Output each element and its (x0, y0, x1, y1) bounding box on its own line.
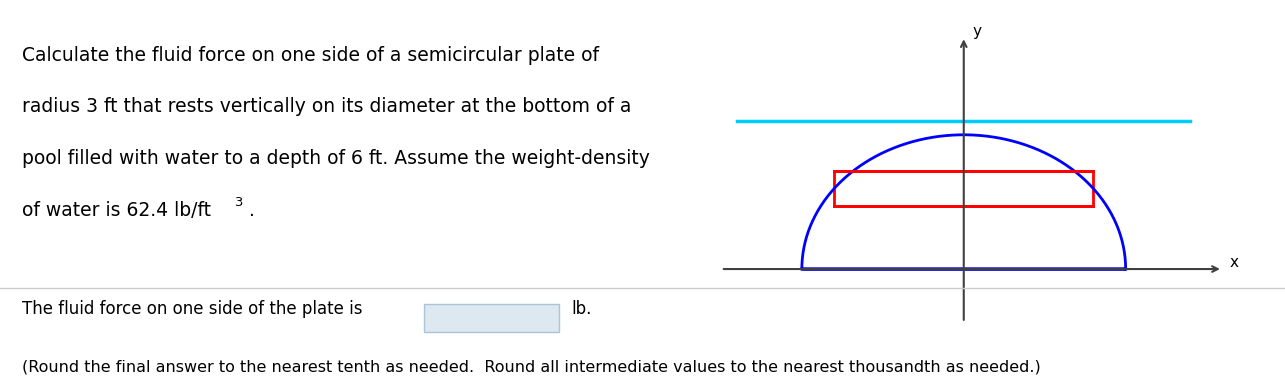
Text: y: y (973, 24, 982, 39)
Bar (834, 171, 1094, 206)
Text: The fluid force on one side of the plate is: The fluid force on one side of the plate… (22, 300, 362, 318)
Text: (Round the final answer to the nearest tenth as needed.  Round all intermediate : (Round the final answer to the nearest t… (22, 359, 1041, 374)
Text: x: x (1228, 255, 1239, 270)
Text: of water is 62.4 lb/ft: of water is 62.4 lb/ft (22, 201, 211, 220)
Text: pool filled with water to a depth of 6 ft. Assume the weight-density: pool filled with water to a depth of 6 f… (22, 149, 650, 168)
Text: 3: 3 (234, 196, 242, 209)
Text: radius 3 ft that rests vertically on its diameter at the bottom of a: radius 3 ft that rests vertically on its… (22, 97, 631, 117)
Text: Calculate the fluid force on one side of a semicircular plate of: Calculate the fluid force on one side of… (22, 46, 599, 65)
Text: lb.: lb. (572, 300, 592, 318)
Text: .: . (249, 201, 256, 220)
FancyBboxPatch shape (424, 304, 559, 332)
